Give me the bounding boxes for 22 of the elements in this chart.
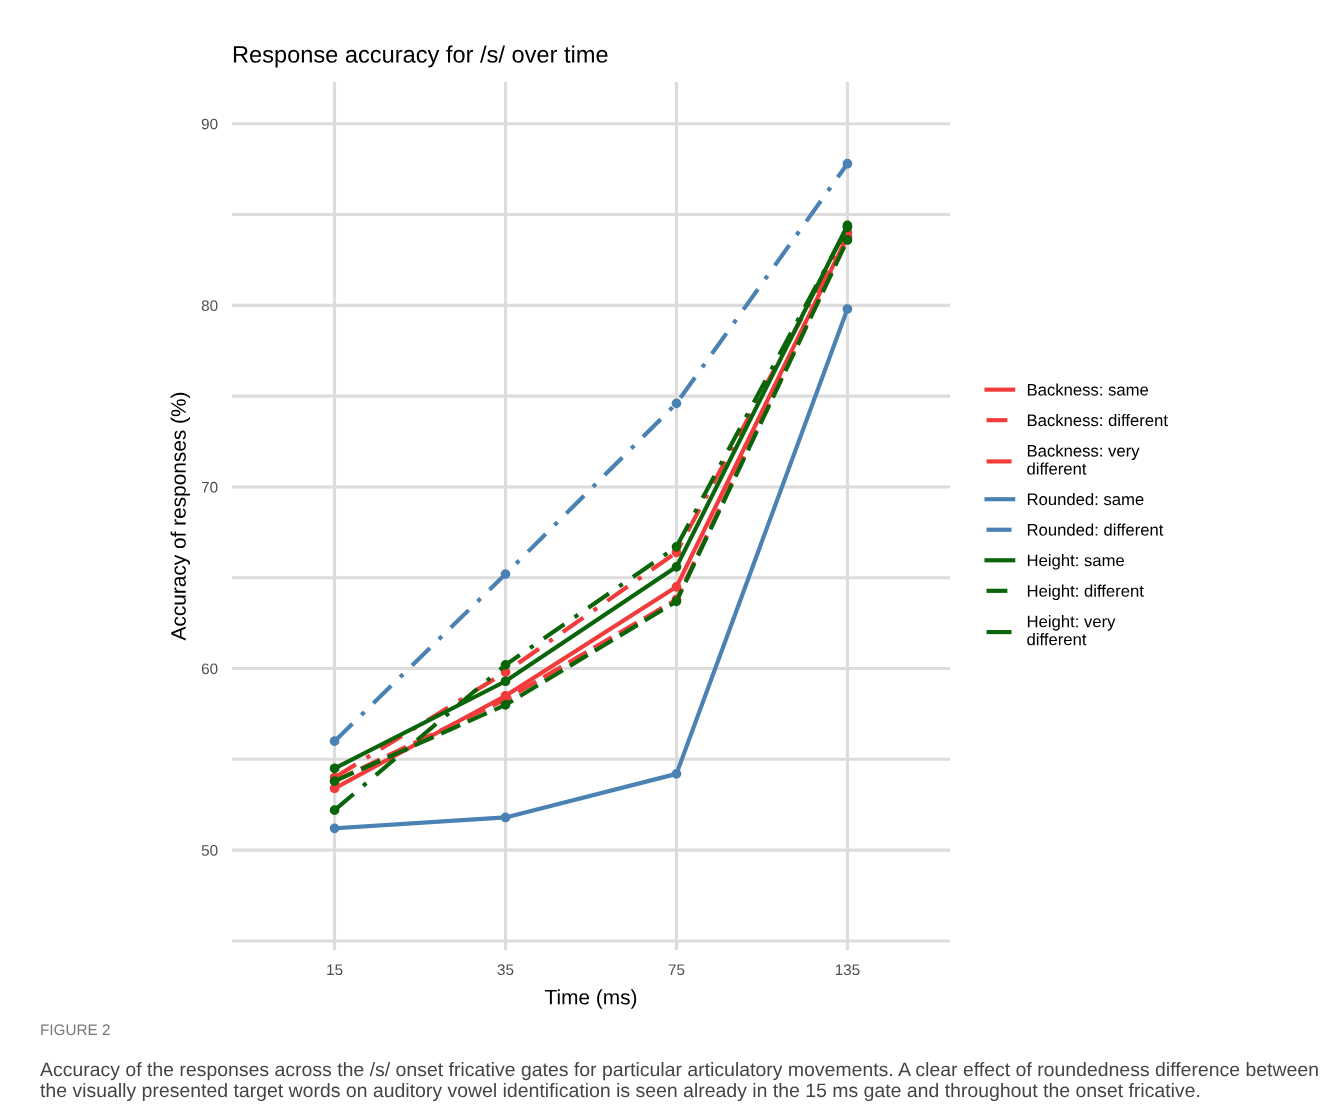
- legend-label: Backness: very different: [1027, 444, 1140, 475]
- caption: FIGURE 2: [41, 1024, 110, 1036]
- legend-label: Height: same: [1027, 554, 1124, 570]
- x-axis-title: Time (ms): [545, 989, 637, 1009]
- legend-label: Rounded: same: [1027, 492, 1144, 506]
- legend-label: Rounded: different: [1027, 523, 1164, 536]
- legend-label: Backness: different: [1027, 413, 1168, 427]
- x-tick-label: 35: [497, 964, 514, 976]
- legend-label: Height: very different: [1027, 615, 1116, 646]
- y-axis-title: Accuracy of responses (%): [170, 392, 191, 641]
- y-tick-label: 50: [201, 844, 218, 856]
- legend-label: Height: different: [1027, 584, 1144, 601]
- chart-title: Response accuracy for /s/ over time: [233, 45, 608, 68]
- text: Accuracy of the responses across the /s/ onset fricative gates for particular articulatory movements. A clear effect of roundedness difference between the visually presented target words on auditory vowel identification is seen already in the 15 ms gate and throughout the onset fricative.: [40, 1062, 1318, 1102]
- y-tick-label: 70: [201, 481, 218, 493]
- y-tick-label: 90: [201, 118, 218, 130]
- x-tick-label: 15: [327, 964, 343, 976]
- y-tick-label: 60: [201, 663, 218, 675]
- y-tick-label: 80: [201, 300, 218, 312]
- x-tick-label: 135: [835, 964, 860, 976]
- x-tick-label: 75: [668, 964, 685, 976]
- legend-label: Backness: same: [1027, 383, 1149, 396]
